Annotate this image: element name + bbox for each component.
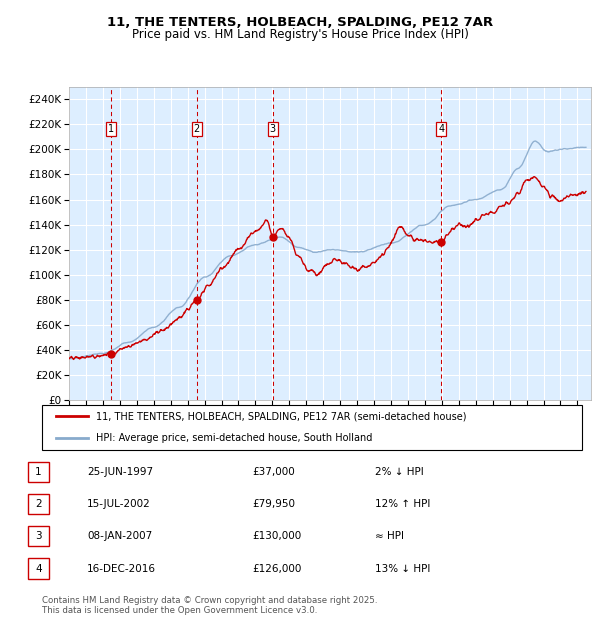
Text: 11, THE TENTERS, HOLBEACH, SPALDING, PE12 7AR: 11, THE TENTERS, HOLBEACH, SPALDING, PE1… (107, 16, 493, 29)
Text: 2: 2 (194, 125, 200, 135)
Text: 25-JUN-1997: 25-JUN-1997 (87, 467, 153, 477)
Text: HPI: Average price, semi-detached house, South Holland: HPI: Average price, semi-detached house,… (96, 433, 373, 443)
Text: 1: 1 (35, 467, 42, 477)
Text: 2% ↓ HPI: 2% ↓ HPI (375, 467, 424, 477)
Text: £79,950: £79,950 (252, 499, 295, 509)
Text: £130,000: £130,000 (252, 531, 301, 541)
Text: ≈ HPI: ≈ HPI (375, 531, 404, 541)
Text: 3: 3 (35, 531, 42, 541)
Text: Price paid vs. HM Land Registry's House Price Index (HPI): Price paid vs. HM Land Registry's House … (131, 28, 469, 41)
Text: 11, THE TENTERS, HOLBEACH, SPALDING, PE12 7AR (semi-detached house): 11, THE TENTERS, HOLBEACH, SPALDING, PE1… (96, 411, 467, 421)
Text: 2: 2 (35, 499, 42, 509)
Text: 1: 1 (108, 125, 114, 135)
Text: 3: 3 (269, 125, 276, 135)
Text: Contains HM Land Registry data © Crown copyright and database right 2025.
This d: Contains HM Land Registry data © Crown c… (42, 596, 377, 615)
Text: £37,000: £37,000 (252, 467, 295, 477)
Text: 12% ↑ HPI: 12% ↑ HPI (375, 499, 430, 509)
Text: 15-JUL-2002: 15-JUL-2002 (87, 499, 151, 509)
Text: 16-DEC-2016: 16-DEC-2016 (87, 564, 156, 574)
Text: 4: 4 (438, 125, 444, 135)
Text: 08-JAN-2007: 08-JAN-2007 (87, 531, 152, 541)
Text: 4: 4 (35, 564, 42, 574)
Text: 13% ↓ HPI: 13% ↓ HPI (375, 564, 430, 574)
Text: £126,000: £126,000 (252, 564, 301, 574)
